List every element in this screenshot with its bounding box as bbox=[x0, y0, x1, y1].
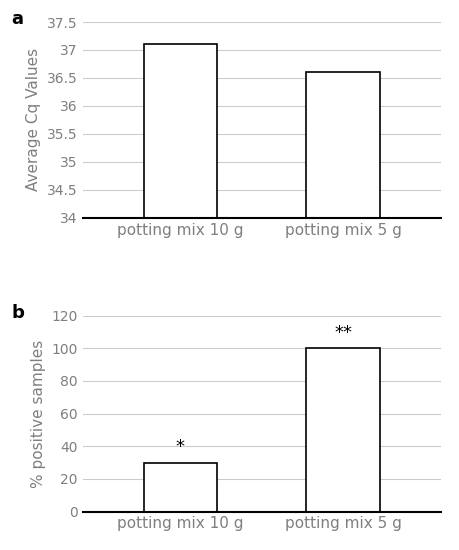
Text: a: a bbox=[11, 10, 23, 28]
Text: b: b bbox=[11, 304, 24, 322]
Bar bbox=[144, 463, 217, 512]
Text: **: ** bbox=[334, 324, 352, 342]
Bar bbox=[307, 348, 380, 512]
Y-axis label: Average Cq Values: Average Cq Values bbox=[27, 48, 41, 191]
Bar bbox=[307, 73, 380, 218]
Bar bbox=[144, 45, 217, 218]
Y-axis label: % positive samples: % positive samples bbox=[31, 339, 46, 488]
Text: *: * bbox=[176, 438, 185, 456]
